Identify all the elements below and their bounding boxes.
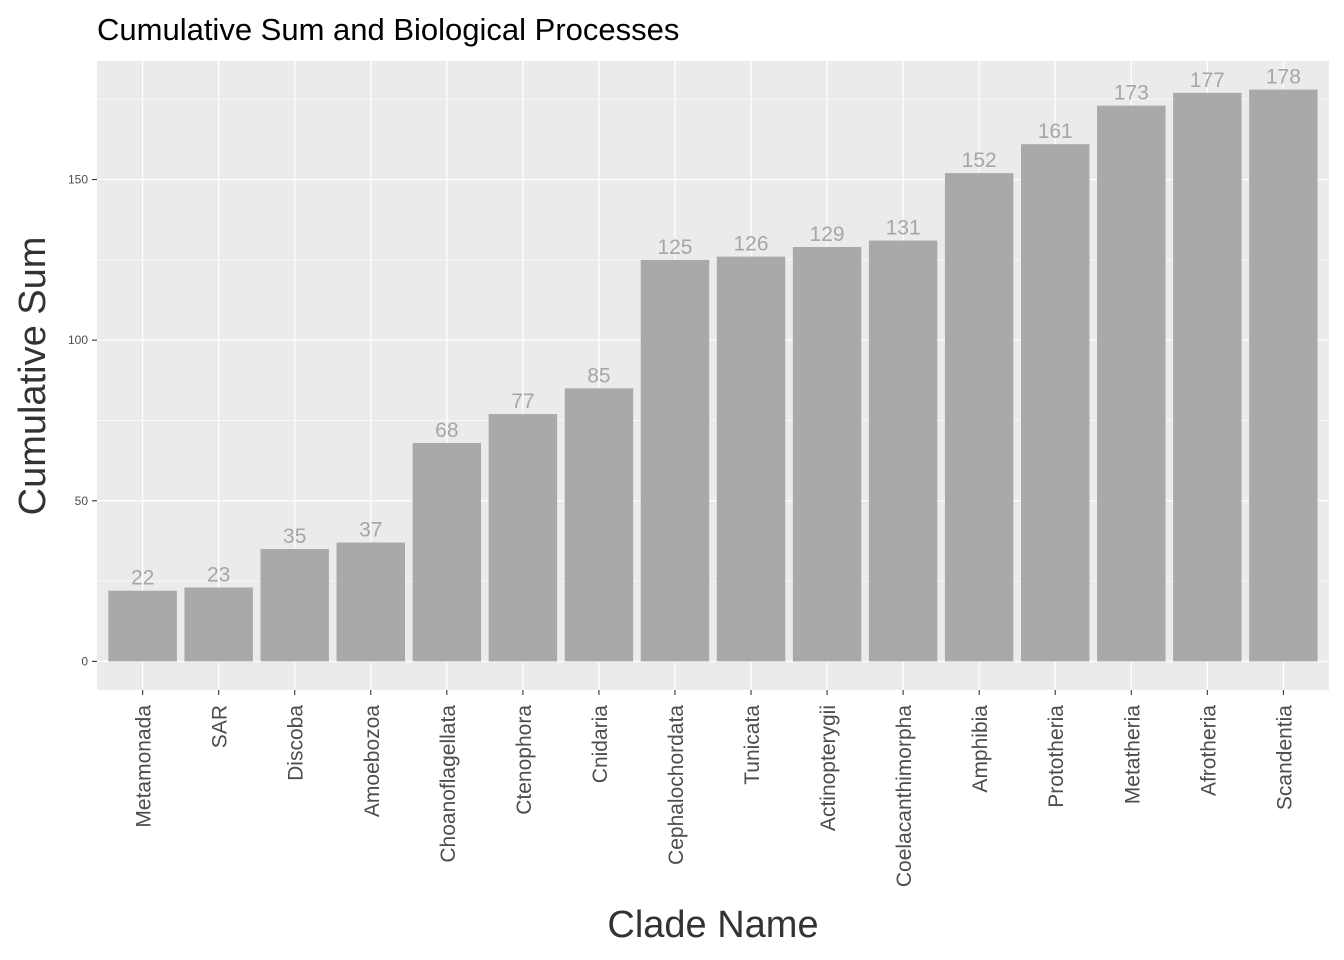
bar-value-label: 68 bbox=[435, 419, 458, 442]
y-axis-title: Cumulative Sum bbox=[12, 237, 54, 516]
bar bbox=[260, 548, 329, 662]
x-tick-label: Ctenophora bbox=[513, 705, 536, 815]
bar-value-labels: 22 23 35 37 68 77 85 125 126 129 131 152 161 173 177 17… bbox=[131, 66, 1301, 590]
bar-value-label: 77 bbox=[511, 390, 534, 413]
x-tick-label: Actinopterygii bbox=[817, 705, 840, 831]
bars bbox=[108, 89, 1318, 662]
x-tick-label: Amphibia bbox=[969, 705, 992, 793]
chart-title: Cumulative Sum and Biological Processes bbox=[97, 12, 679, 47]
bar-value-label: 35 bbox=[283, 525, 306, 548]
bar-value-label: 173 bbox=[1114, 82, 1149, 105]
x-tick-label: Metatheria bbox=[1121, 705, 1144, 805]
bar bbox=[944, 173, 1014, 662]
bar-value-label: 177 bbox=[1190, 69, 1225, 92]
x-tick-label: Choanoflagellata bbox=[437, 705, 460, 863]
x-tick-label: Cnidaria bbox=[589, 705, 612, 784]
bar bbox=[1021, 144, 1090, 662]
bar-value-label: 129 bbox=[810, 223, 845, 246]
bar bbox=[564, 388, 634, 662]
x-tick-label: Coelacanthimorpha bbox=[893, 705, 916, 887]
bar bbox=[1173, 92, 1242, 662]
bar-value-label: 131 bbox=[886, 217, 921, 240]
bar-value-label: 23 bbox=[207, 564, 230, 587]
bar bbox=[1097, 105, 1166, 662]
x-tick-label: Amoebozoa bbox=[361, 705, 384, 817]
bar bbox=[868, 240, 938, 662]
x-axis-title: Clade Name bbox=[607, 904, 818, 946]
bar bbox=[792, 247, 862, 662]
y-tick-label: 50 bbox=[75, 494, 89, 508]
bar-value-label: 161 bbox=[1038, 120, 1073, 143]
bar bbox=[336, 542, 405, 662]
y-tick-label: 100 bbox=[68, 333, 88, 347]
bar bbox=[640, 259, 710, 662]
bar-value-label: 22 bbox=[131, 567, 154, 590]
y-axis-ticks: 0 50 100 150 bbox=[68, 173, 97, 668]
bar bbox=[184, 587, 253, 662]
x-tick-label: Discoba bbox=[285, 705, 308, 781]
bar bbox=[412, 442, 482, 662]
x-tick-label: Afrotheria bbox=[1197, 705, 1220, 796]
bar-value-label: 125 bbox=[657, 236, 692, 259]
bar-value-label: 37 bbox=[359, 519, 382, 542]
bar bbox=[716, 256, 786, 662]
bar bbox=[488, 414, 558, 662]
x-tick-label: Scandentia bbox=[1273, 705, 1296, 810]
y-tick-label: 150 bbox=[68, 173, 88, 187]
bar-value-label: 126 bbox=[734, 233, 769, 256]
bar bbox=[1249, 89, 1318, 662]
bar bbox=[108, 590, 177, 662]
x-tick-label: SAR bbox=[209, 705, 232, 748]
x-tick-label: Cephalochordata bbox=[665, 705, 688, 865]
bar-value-label: 152 bbox=[962, 149, 997, 172]
x-tick-label: Tunicata bbox=[741, 705, 764, 785]
bar-value-label: 85 bbox=[587, 364, 610, 387]
x-tick-label: Metamonada bbox=[133, 705, 156, 828]
x-tick-label: Prototheria bbox=[1045, 705, 1068, 808]
bar-value-label: 178 bbox=[1266, 66, 1301, 89]
y-tick-label: 0 bbox=[81, 654, 88, 668]
x-axis-ticks: Metamonada SAR Discoba Amoebozoa Choanoflage… bbox=[133, 690, 1296, 887]
